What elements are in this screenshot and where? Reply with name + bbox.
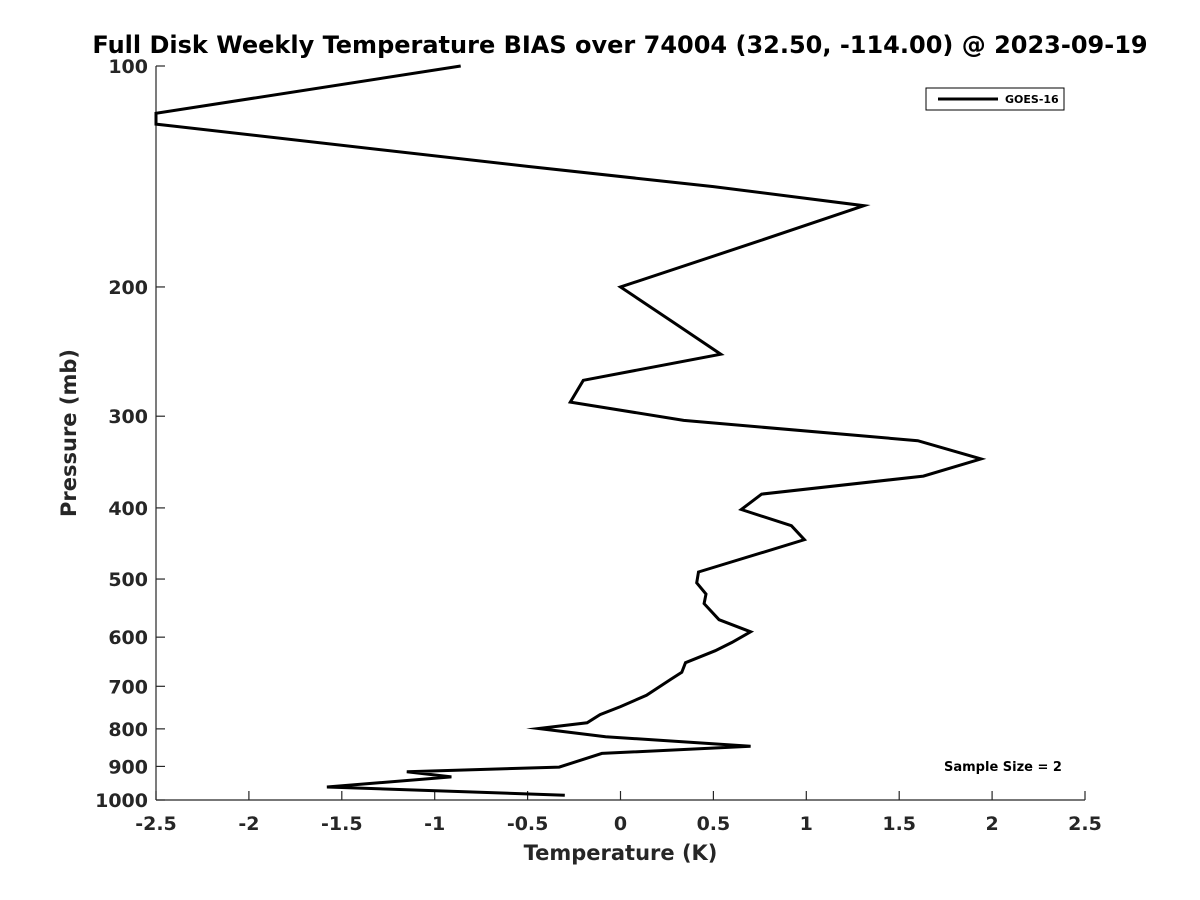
x-axis-ticks: -2.5 -2 -1.5 -1 -0.5 0 0.5 1 1.5 2 2.5 <box>135 791 1102 835</box>
x-tick-label: 0 <box>614 813 627 835</box>
y-tick-label: 400 <box>108 498 148 520</box>
y-tick-label: 700 <box>108 676 148 698</box>
y-tick-label: 200 <box>108 277 148 299</box>
x-axis-label: Temperature (K) <box>524 841 718 865</box>
legend-label-goes-16: GOES-16 <box>1005 93 1059 106</box>
x-tick-label: 1 <box>800 813 813 835</box>
x-tick-label: -1 <box>424 813 445 835</box>
y-tick-label: 600 <box>108 627 148 649</box>
x-tick-label: 2 <box>985 813 998 835</box>
x-tick-label: 1.5 <box>882 813 916 835</box>
sample-size-annotation: Sample Size = 2 <box>944 760 1062 775</box>
y-tick-label: 500 <box>108 569 148 591</box>
y-tick-label: 800 <box>108 719 148 741</box>
y-tick-label: 300 <box>108 406 148 428</box>
y-tick-label: 100 <box>108 56 148 78</box>
chart-title: Full Disk Weekly Temperature BIAS over 7… <box>92 31 1147 59</box>
series-layer <box>154 64 987 797</box>
y-axis-ticks: 100 200 300 400 500 600 700 800 900 1000 <box>95 56 165 812</box>
x-tick-label: 2.5 <box>1068 813 1102 835</box>
y-tick-label: 1000 <box>95 790 148 812</box>
x-tick-label: -1.5 <box>321 813 363 835</box>
x-tick-label: 0.5 <box>697 813 731 835</box>
series-line-goes-16 <box>154 64 987 797</box>
legend: GOES-16 <box>925 87 1065 111</box>
x-tick-label: -0.5 <box>507 813 549 835</box>
y-axis-label: Pressure (mb) <box>57 349 81 517</box>
y-tick-label: 900 <box>108 756 148 778</box>
x-tick-label: -2 <box>238 813 259 835</box>
x-tick-label: -2.5 <box>135 813 177 835</box>
